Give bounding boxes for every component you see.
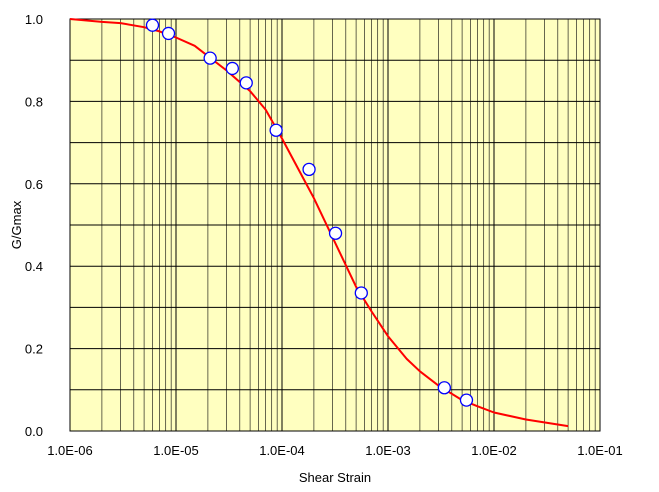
x-axis-title: Shear Strain [299, 470, 371, 485]
y-tick-label: 0.4 [25, 259, 43, 274]
x-tick-label: 1.0E-05 [153, 443, 199, 458]
data-point-marker [161, 26, 176, 41]
y-tick-label: 0.8 [25, 94, 43, 109]
major-gridlines [69, 19, 601, 431]
data-point-marker [225, 61, 239, 76]
data-point-marker [145, 18, 160, 32]
y-axis-title: G/Gmax [9, 200, 24, 249]
x-tick-labels: 1.0E-06 1.0E-05 1.0E-04 1.0E-03 1.0E-02 1.0E-… [47, 443, 623, 458]
y-tick-label: 0.0 [25, 424, 43, 439]
data-point-marker [328, 226, 343, 240]
data-point-marker [437, 381, 451, 395]
data-point-marker [239, 76, 253, 90]
data-point-marker [354, 286, 368, 300]
series-layer [69, 18, 569, 428]
y-tick-label: 0.6 [25, 177, 43, 192]
x-tick-label: 1.0E-04 [259, 443, 305, 458]
data-point-marker [203, 51, 217, 65]
x-tick-label: 1.0E-02 [471, 443, 517, 458]
data-point-marker [302, 162, 316, 177]
data-point-marker [269, 123, 283, 137]
y-tick-label: 1.0 [25, 12, 43, 27]
y-tick-label: 0.2 [25, 342, 43, 357]
y-tick-labels: 0.0 0.2 0.4 0.6 0.8 1.0 [25, 12, 43, 439]
x-tick-label: 1.0E-01 [577, 443, 623, 458]
x-tick-label: 1.0E-06 [47, 443, 93, 458]
data-point-marker [459, 393, 474, 407]
plot-frame [69, 18, 601, 432]
x-tick-label: 1.0E-03 [365, 443, 411, 458]
